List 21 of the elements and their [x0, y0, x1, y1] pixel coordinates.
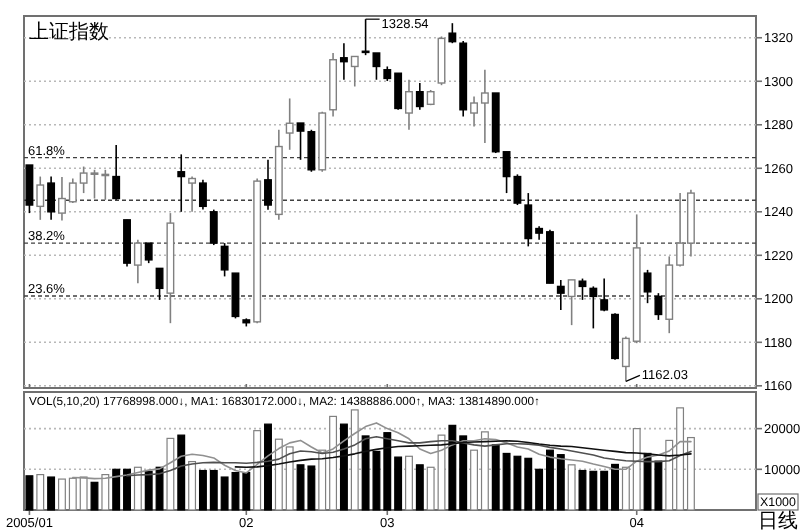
line-series	[234, 440, 692, 469]
line-series	[72, 422, 692, 480]
bar	[264, 423, 272, 511]
bar	[567, 464, 576, 511]
bar	[253, 430, 262, 511]
bar	[350, 409, 359, 511]
bar	[339, 423, 348, 511]
bar	[133, 466, 142, 511]
bar	[25, 475, 34, 511]
line-series	[126, 435, 692, 477]
text: 日线	[758, 509, 798, 530]
bar	[177, 434, 186, 511]
bar	[36, 474, 45, 511]
bar	[405, 455, 413, 511]
bar	[415, 464, 424, 511]
bar	[90, 481, 99, 511]
chart-title: 上证指数	[29, 20, 109, 44]
bar	[47, 476, 56, 511]
bar	[166, 437, 175, 511]
bar	[188, 460, 197, 511]
bar	[101, 474, 110, 511]
